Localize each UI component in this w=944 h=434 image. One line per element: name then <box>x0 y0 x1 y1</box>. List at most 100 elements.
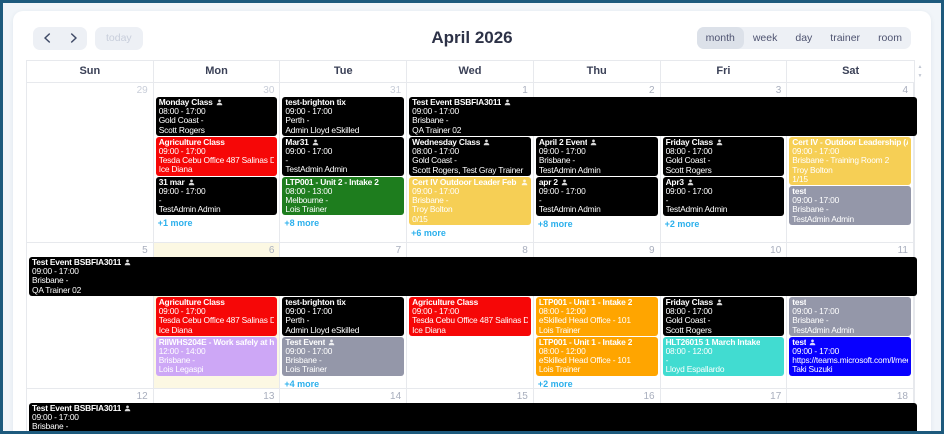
date-number: 4 <box>902 85 908 96</box>
event-person: TestAdmin Admin <box>158 205 221 215</box>
date-number: 5 <box>142 245 148 256</box>
calendar-event[interactable]: Wednesday Class 08:00 - 17:00 Gold Coast -… <box>409 137 531 176</box>
event-time: 09:00 - 17:00 <box>158 186 206 196</box>
event-title: apr 2 <box>539 178 655 187</box>
calendar-event[interactable]: Agriculture Class 09:00 - 17:00 Tesda Cebu… <box>155 297 278 336</box>
today-button[interactable]: today <box>95 26 143 50</box>
scroll-up-icon[interactable]: ▲ <box>917 64 923 70</box>
day-cell[interactable]: 5 <box>27 243 154 388</box>
day-cell[interactable]: 31 test-brighton tix 09:00 - 17:00 Perth -A… <box>280 83 408 242</box>
event-person: TestAdmin Admin <box>538 205 601 215</box>
event-location: Tesda Cebu Office 487 Salinas Drive La <box>158 156 275 166</box>
event-person: TestAdmin Admin <box>538 165 601 175</box>
day-cell[interactable]: 9 LTP001 - Unit 1 - Intake 2 08:00 - 12:00… <box>534 243 661 388</box>
date-number: 30 <box>263 85 275 96</box>
calendar-event[interactable]: Agriculture Class 09:00 - 17:00 Tesda Cebu… <box>155 136 278 176</box>
calendar-event[interactable]: Apr3 09:00 - 17:00- TestAdmin Admin <box>662 176 785 216</box>
calendar-event[interactable]: test 09:00 - 17:00 Brisbane - TestAdmin Adm… <box>789 297 911 336</box>
event-location: eSkilled Head Office - 101 <box>538 356 631 366</box>
calendar-event[interactable]: test-brighton tix 09:00 - 17:00 Perth - Adm… <box>282 297 405 336</box>
view-button-trainer[interactable]: trainer <box>821 27 869 49</box>
more-events-link[interactable]: +2 more <box>537 378 573 388</box>
calendar-event[interactable]: HLT26015 1 March Intake 08:00 - 12:00- Llo… <box>662 336 785 376</box>
event-title: test <box>792 187 807 197</box>
event-person: QA Trainer 02 <box>412 125 462 135</box>
more-events-link[interactable]: +1 more <box>157 218 193 229</box>
calendar-event[interactable]: LTP001 - Unit 2 - Intake 2 08:00 - 13:00 M… <box>282 176 405 216</box>
day-cell[interactable]: 7 test-brighton tix 09:00 - 17:00 Perth - Ad… <box>280 243 408 388</box>
person-icon <box>716 299 723 306</box>
more-events-link[interactable]: +4 more <box>284 378 320 388</box>
calendar-event[interactable]: Cert IV - Outdoor Leadership (Adventu09:… <box>789 137 911 186</box>
event-time: 09:00 - 17:00 <box>285 307 333 317</box>
day-cell[interactable]: 4 Cert IV - Outdoor Leadership (Adventu09… <box>787 83 914 242</box>
day-cell[interactable]: 8 Agriculture Class 09:00 - 17:00 Tesda Ceb… <box>407 243 534 388</box>
person-icon <box>590 139 597 146</box>
event-location: Brisbane - Training Room 2 <box>792 156 890 166</box>
event-time: 09:00 - 17:00 <box>538 147 586 157</box>
calendar-event[interactable]: Cert IV Outdoor Leader Feb 202609:00 - 1… <box>409 176 531 225</box>
event-person: Scott Rogers <box>665 165 712 175</box>
calendar-event[interactable]: Monday Class 08:00 - 17:00 Gold Coast - Sco… <box>155 97 278 136</box>
calendar-event[interactable]: Agriculture Class 09:00 - 17:00 Tesda Cebu… <box>409 297 531 336</box>
view-button-week[interactable]: week <box>744 27 787 49</box>
more-events-link[interactable]: +8 more <box>537 218 573 229</box>
next-button[interactable] <box>60 27 87 50</box>
more-events-link[interactable]: +6 more <box>411 227 446 238</box>
event-time: 09:00 - 17:00 <box>538 187 586 197</box>
event-person: Admin Lloyd eSkilled <box>285 125 360 135</box>
day-cell[interactable]: 3 Friday Class 08:00 - 17:00 Gold Coast - Sc… <box>661 83 788 242</box>
calendar-event[interactable]: Test Event BSBFIA3011 09:00 - 17:00 Brisba… <box>29 257 917 296</box>
event-location: Perth - <box>285 316 310 326</box>
view-button-room[interactable]: room <box>869 27 911 49</box>
calendar-event[interactable]: Test Event BSBFIA3011 09:00 - 17:00 Brisba… <box>29 403 917 431</box>
day-cell[interactable]: 30 Monday Class 08:00 - 17:00 Gold Coast -S… <box>154 83 281 242</box>
event-title: Cert IV Outdoor Leader Feb 2026 <box>412 178 528 187</box>
person-icon <box>124 259 131 266</box>
event-time: 09:00 - 17:00 <box>285 347 333 357</box>
event-person: Lois Trainer <box>538 365 581 375</box>
calendar-event[interactable]: 31 mar 09:00 - 17:00- TestAdmin Admin <box>155 176 278 216</box>
prev-button[interactable] <box>33 27 60 50</box>
day-header-thu: Thu <box>534 61 661 82</box>
calendar-event[interactable]: apr 2 09:00 - 17:00- TestAdmin Admin <box>535 176 658 216</box>
calendar-event[interactable]: LTP001 - Unit 1 - Intake 2 08:00 - 12:00 e… <box>535 336 658 376</box>
view-button-month[interactable]: month <box>696 27 744 49</box>
chevron-right-icon <box>70 33 77 43</box>
day-cell[interactable]: 11 test 09:00 - 17:00 Brisbane - TestAdmin A… <box>787 243 914 388</box>
calendar-event[interactable]: test-brighton tix 09:00 - 17:00 Perth - Adm… <box>282 97 405 136</box>
event-time: 08:00 - 12:00 <box>538 347 586 357</box>
day-cell[interactable]: 1 Wednesday Class 08:00 - 17:00 Gold Coast … <box>407 83 534 242</box>
date-number: 10 <box>770 245 782 256</box>
event-time: 09:00 - 17:00 <box>412 107 459 117</box>
event-capacity: 0/15 <box>412 214 428 224</box>
day-cell[interactable]: 29 <box>27 83 154 242</box>
weeks-container: 29 30 Monday Class 08:00 - 17:00 Gold Coast … <box>27 83 917 431</box>
calendar-event[interactable]: RIIWHS204E - Work safely at heights12:00… <box>155 336 278 376</box>
calendar-event[interactable]: test 09:00 - 17:00 https://teams.microsoft… <box>789 336 911 376</box>
calendar-event[interactable]: Friday Class 08:00 - 17:00 Gold Coast - Sco… <box>662 137 785 176</box>
event-location: Brisbane - <box>412 116 449 126</box>
day-cell[interactable]: 2 April 2 Event 09:00 - 17:00 Brisbane - Tes… <box>534 83 661 242</box>
calendar-event[interactable]: April 2 Event 09:00 - 17:00 Brisbane - Test… <box>535 137 658 176</box>
calendar-event[interactable]: Test Event BSBFIA3011 09:00 - 17:00 Brisba… <box>409 97 917 136</box>
event-time: 09:00 - 17:00 <box>285 147 333 157</box>
calendar-event[interactable]: LTP001 - Unit 1 - Intake 2 08:00 - 12:00 e… <box>535 297 658 336</box>
event-person: Ice Diana <box>412 325 446 335</box>
day-cell[interactable]: 10 Friday Class 08:00 - 17:00 Gold Coast -S… <box>661 243 788 388</box>
view-button-day[interactable]: day <box>786 27 821 49</box>
more-events-link[interactable]: +8 more <box>284 218 320 229</box>
calendar-event[interactable]: Friday Class 08:00 - 17:00 Gold Coast - Sco… <box>662 297 785 336</box>
event-time: 09:00 - 17:00 <box>792 307 840 317</box>
more-events-link[interactable]: +2 more <box>664 218 700 229</box>
scroll-down-icon[interactable]: ▼ <box>917 73 923 79</box>
event-time: 09:00 - 17:00 <box>792 196 840 206</box>
scrollbar[interactable]: ▲ ▼ <box>915 60 925 431</box>
calendar-event[interactable]: Mar31 09:00 - 17:00- TestAdmin Admin <box>282 136 405 176</box>
calendar-event[interactable]: test 09:00 - 17:00 Brisbane - TestAdmin Adm… <box>789 186 911 225</box>
event-person: Lois Trainer <box>285 205 327 215</box>
event-time: 08:00 - 12:00 <box>538 307 586 317</box>
event-time: 08:00 - 17:00 <box>158 107 206 117</box>
calendar-event[interactable]: Test Event 09:00 - 17:00 Brisbane - Lois Tr… <box>282 336 405 376</box>
event-title: LTP001 - Unit 1 - Intake 2 <box>538 298 633 307</box>
